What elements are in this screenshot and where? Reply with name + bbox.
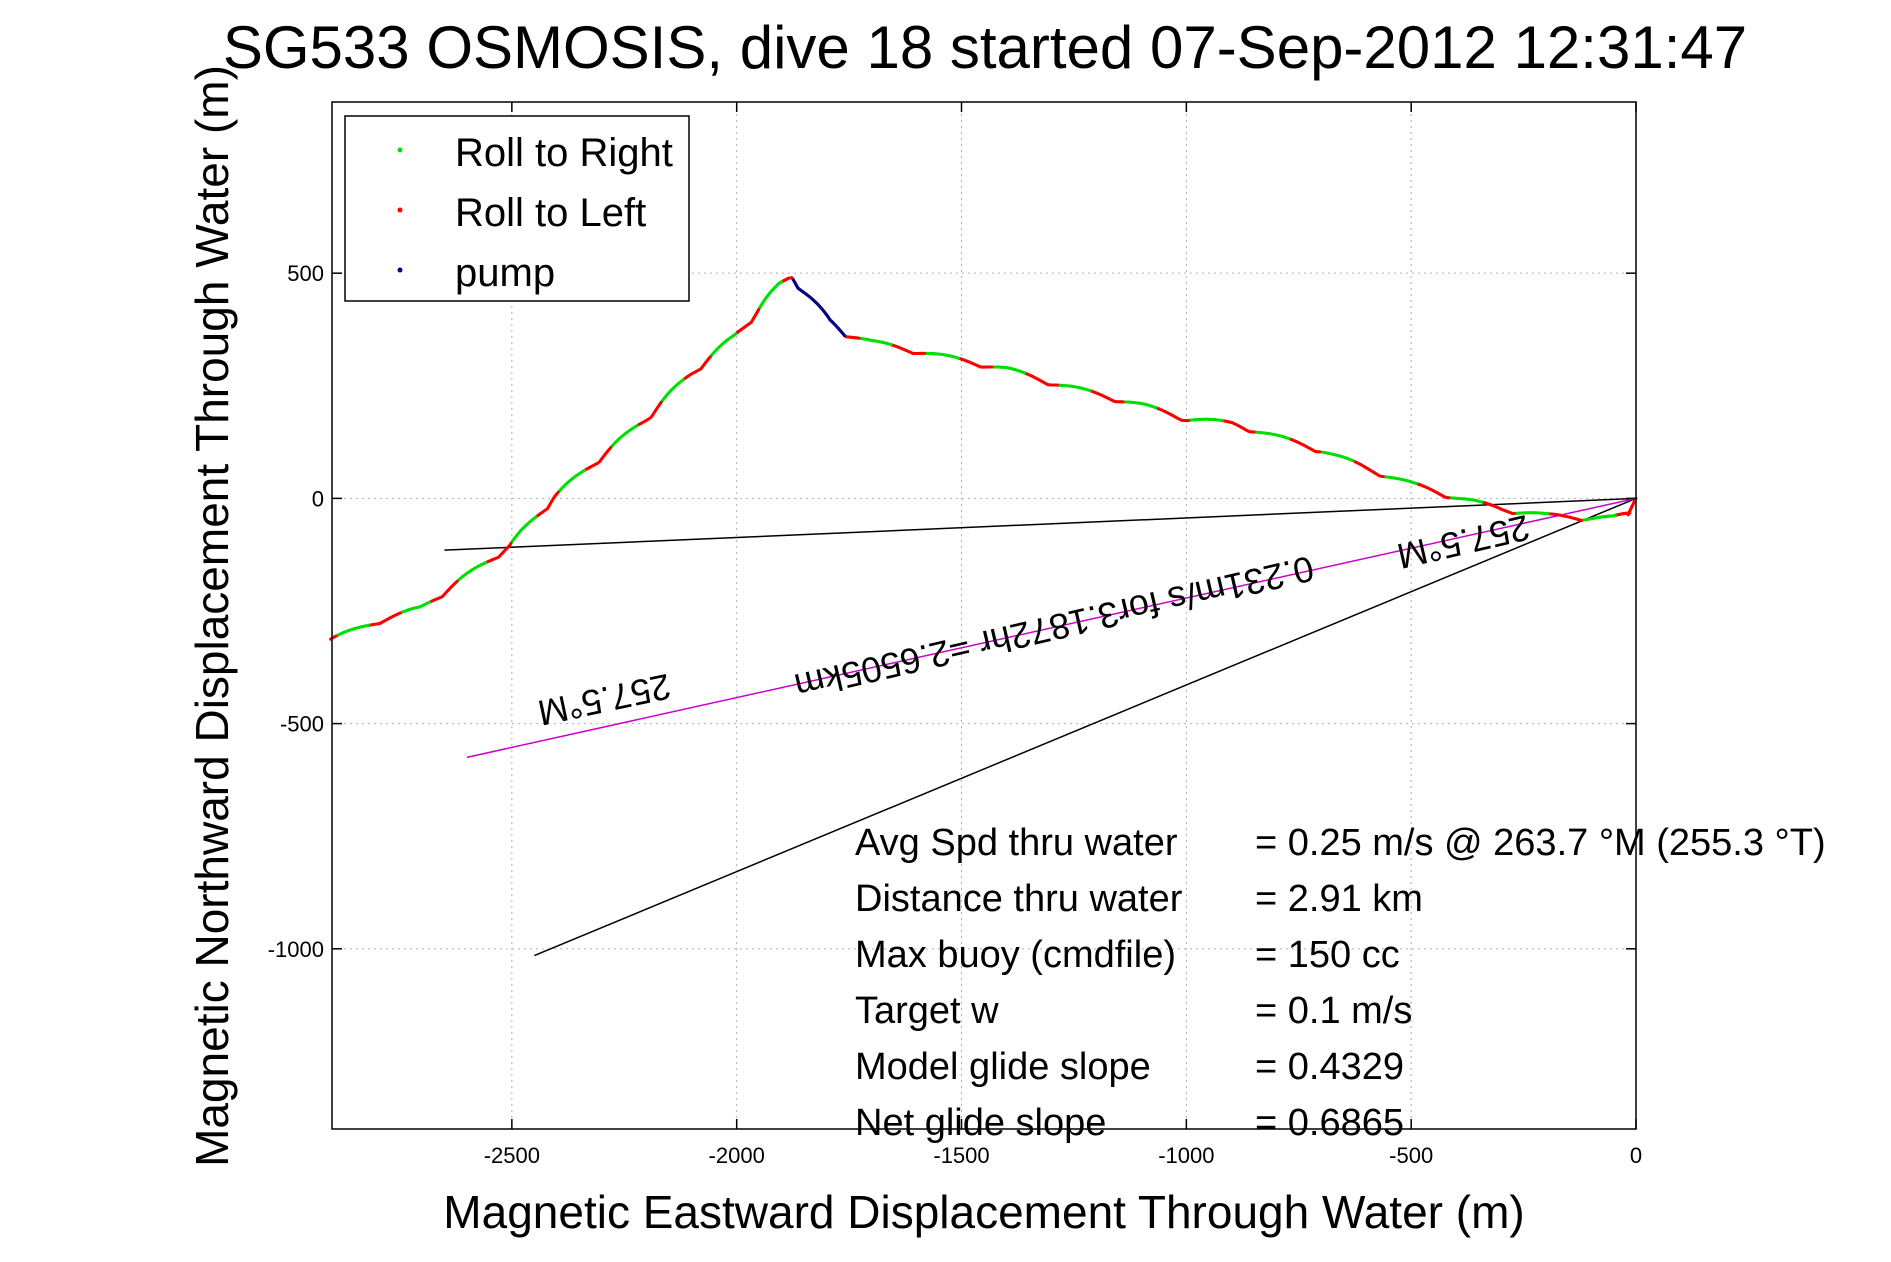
stat-label: Max buoy (cmdfile) xyxy=(855,934,1176,976)
stat-label: Net glide slope xyxy=(855,1102,1106,1144)
x-tick-label: -1500 xyxy=(933,1143,989,1168)
y-tick-label: -500 xyxy=(280,712,324,737)
current-line-3 xyxy=(466,497,1637,759)
y-tick-label: 0 xyxy=(312,486,324,511)
x-axis-ticks: -2500 -2000 -1500 -1000 -500 0 xyxy=(484,102,1642,1168)
x-tick-label: -2500 xyxy=(484,1143,540,1168)
x-tick-label: 0 xyxy=(1630,1143,1642,1168)
legend: Roll to Right Roll to Left pump xyxy=(344,115,690,302)
plot-frame xyxy=(331,101,1637,1130)
chart-title: SG533 OSMOSIS, dive 18 started 07-Sep-20… xyxy=(223,14,1747,81)
y-axis-ticks: 500 0 -500 -1000 xyxy=(268,261,1636,962)
dive-statistics: Avg Spd thru water = 0.25 m/s @ 263.7 °M … xyxy=(855,822,1826,1144)
stat-label: Model glide slope xyxy=(855,1046,1151,1088)
legend-label: pump xyxy=(455,251,555,295)
stat-value: = 2.91 km xyxy=(1255,878,1423,920)
stat-value: = 0.4329 xyxy=(1255,1046,1404,1088)
x-tick-label: -2000 xyxy=(709,1143,765,1168)
legend-marker xyxy=(397,207,403,213)
legend-box xyxy=(344,115,690,302)
x-axis-label: Magnetic Eastward Displacement Through W… xyxy=(443,1186,1524,1238)
legend-label: Roll to Right xyxy=(455,131,673,175)
stat-label: Distance thru water xyxy=(855,878,1183,920)
x-tick-label: -500 xyxy=(1389,1143,1433,1168)
y-tick-label: 500 xyxy=(287,261,324,286)
y-tick-label: -1000 xyxy=(268,937,324,962)
x-tick-label: -1000 xyxy=(1158,1143,1214,1168)
stat-value: = 0.1 m/s xyxy=(1255,990,1412,1032)
y-axis-label: Magnetic Northward Displacement Through … xyxy=(186,65,238,1167)
legend-entries: Roll to Right Roll to Left pump xyxy=(397,131,673,295)
reference-lines xyxy=(444,497,1637,957)
stat-value: = 0.25 m/s @ 263.7 °M (255.3 °T) xyxy=(1255,822,1826,864)
stat-label: Avg Spd thru water xyxy=(855,822,1178,864)
legend-marker xyxy=(397,267,403,273)
current-line-2 xyxy=(534,497,1637,957)
legend-marker xyxy=(397,147,403,153)
stat-value: = 150 cc xyxy=(1255,934,1400,976)
stat-label: Target w xyxy=(855,990,999,1032)
legend-label: Roll to Left xyxy=(455,191,646,235)
glider-track xyxy=(329,276,1638,641)
current-line-1 xyxy=(444,497,1637,551)
stat-value: = 0.6865 xyxy=(1255,1102,1404,1144)
